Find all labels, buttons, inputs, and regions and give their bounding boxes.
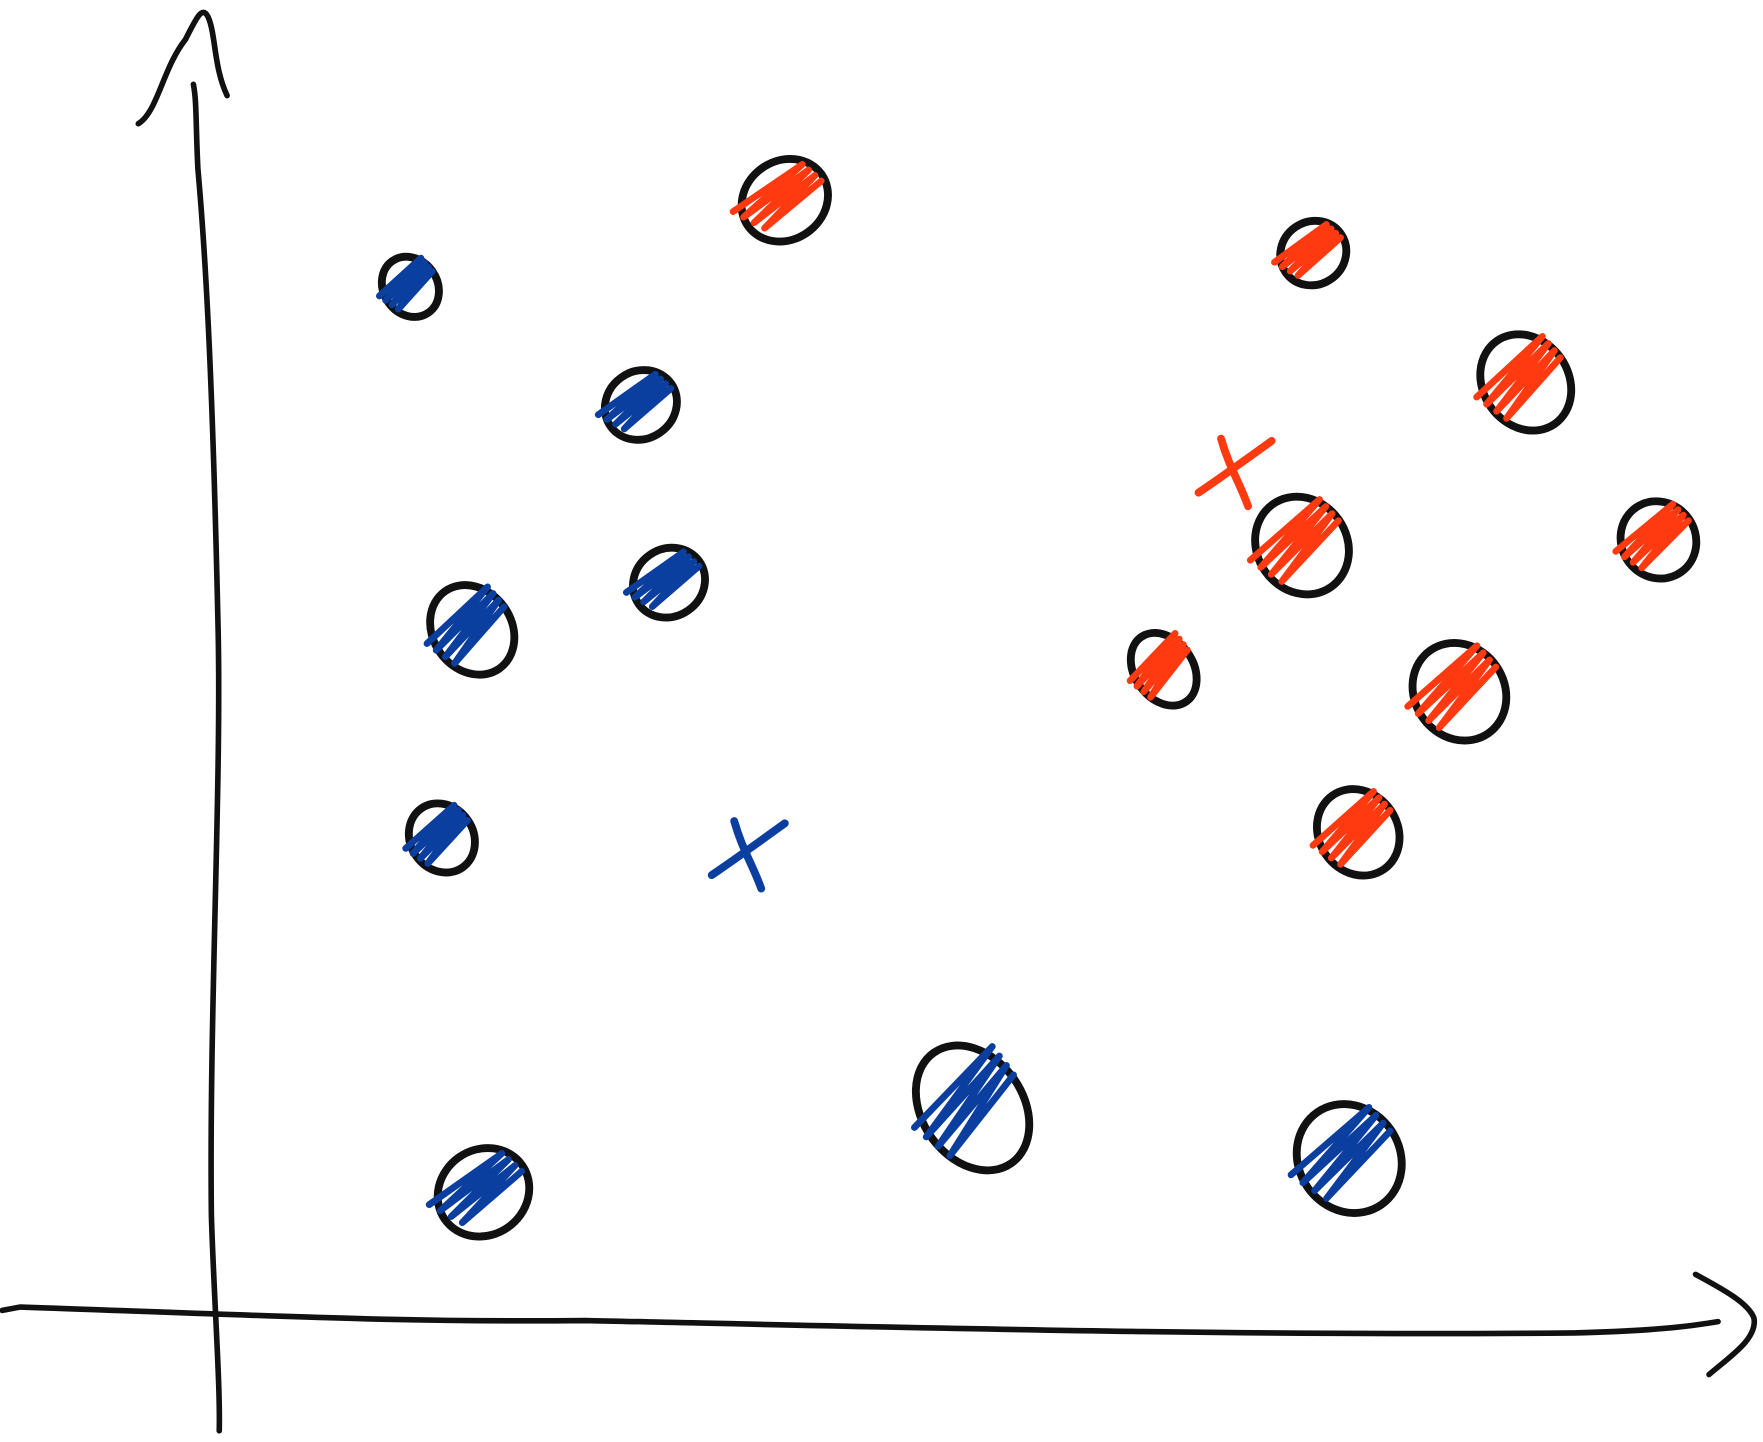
point-scribble	[425, 1150, 526, 1227]
centroid-x-mark-icon	[1194, 434, 1276, 511]
data-point	[375, 252, 443, 321]
point-scribble	[375, 254, 436, 313]
point-scribble	[622, 548, 703, 610]
point-scribble	[911, 1043, 1017, 1160]
data-point	[1271, 216, 1351, 290]
data-point	[911, 1041, 1034, 1175]
data-point	[1309, 785, 1404, 880]
centroid-x-mark-icon	[707, 817, 789, 893]
point-outline	[1276, 216, 1351, 290]
point-scribble	[1287, 1103, 1394, 1202]
data-point	[402, 799, 479, 877]
x-axis	[0, 1304, 1721, 1337]
x-axis-arrow-icon	[1692, 1271, 1757, 1378]
data-point	[423, 581, 519, 679]
point-scribble	[1271, 221, 1344, 279]
data-point	[1246, 492, 1353, 599]
data-point	[1287, 1100, 1406, 1217]
data-point	[1126, 628, 1201, 710]
data-point	[622, 543, 709, 622]
point-scribble	[1309, 788, 1394, 868]
point-scribble	[1612, 500, 1692, 572]
point-scribble	[1246, 496, 1342, 585]
point-outline	[629, 543, 709, 622]
y-axis-arrow-icon	[135, 9, 230, 127]
point-scribble	[1473, 332, 1564, 422]
axes	[0, 9, 1757, 1434]
points	[375, 154, 1701, 1241]
data-point	[594, 366, 681, 444]
point-scribble	[594, 370, 675, 433]
data-point	[1612, 497, 1701, 583]
y-axis	[190, 81, 223, 1434]
data-point	[425, 1144, 534, 1241]
point-scribble	[729, 161, 825, 232]
data-point	[1473, 330, 1576, 435]
point-outline	[600, 366, 681, 444]
point-scribble	[423, 583, 508, 667]
point-outline	[433, 1144, 534, 1241]
point-scribble	[1404, 642, 1500, 732]
point-scribble	[402, 801, 471, 867]
point-outline	[737, 154, 832, 246]
data-point	[729, 154, 832, 246]
point-scribble	[1126, 630, 1191, 701]
data-point	[1404, 638, 1511, 745]
